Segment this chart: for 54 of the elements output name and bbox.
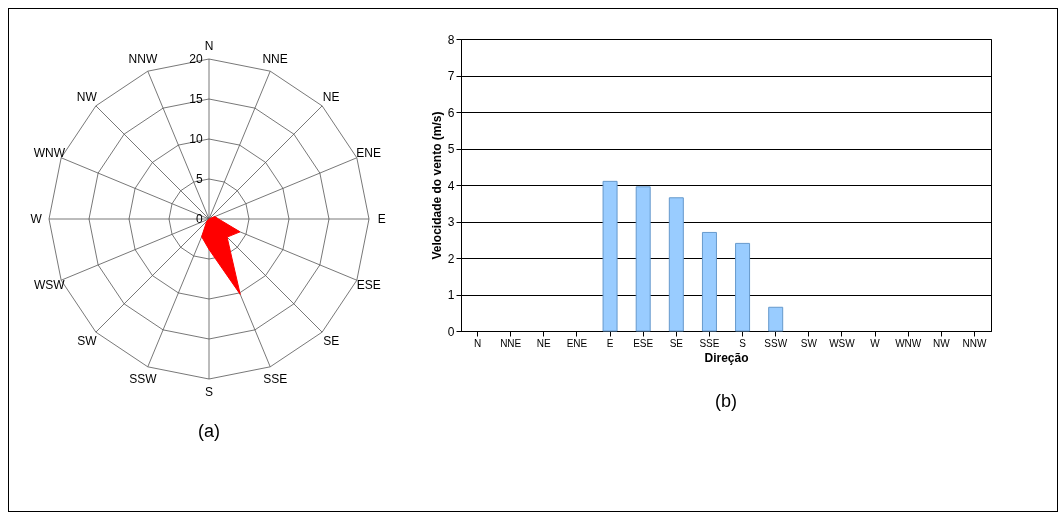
y-tick-label: 1 <box>447 288 455 302</box>
y-tick-label: 2 <box>447 251 455 266</box>
spoke-label: S <box>204 384 214 399</box>
x-tick-label: SE <box>669 337 684 349</box>
x-tick-label: NW <box>932 337 951 349</box>
x-tick-label: WNW <box>895 337 922 349</box>
x-tick-label: SW <box>800 337 818 349</box>
y-tick-label: 7 <box>447 69 455 83</box>
x-tick-label: ESE <box>633 337 654 349</box>
spoke-label: ESE <box>356 278 381 293</box>
y-axis-title: Velocidade do vento (m/s) <box>429 111 444 260</box>
y-tick-label: 3 <box>447 215 455 229</box>
y-tick-label: 0 <box>447 324 455 339</box>
bar <box>735 242 751 332</box>
bar <box>668 197 684 332</box>
x-tick-label: N <box>473 337 482 349</box>
text: (b) <box>715 391 737 411</box>
y-tick-label: 5 <box>447 142 455 156</box>
x-tick-label: E <box>606 337 614 349</box>
bar <box>768 306 784 332</box>
text: (a) <box>198 421 220 441</box>
x-tick-label: W <box>870 337 881 349</box>
y-tick-label: 8 <box>447 32 455 47</box>
spoke-label: E <box>377 212 386 226</box>
y-tick-label: 10 <box>189 132 203 146</box>
spoke-label: ENE <box>356 145 381 160</box>
spoke-label: N <box>204 39 214 54</box>
x-axis-title: Direção <box>704 350 749 365</box>
x-tick-label: SSE <box>699 337 720 349</box>
bar <box>602 180 618 332</box>
spoke-label: WSW <box>34 278 66 293</box>
y-tick-label: 0 <box>195 212 203 226</box>
x-tick-label: SSW <box>764 337 788 349</box>
x-tick-label: NNW <box>962 337 987 349</box>
y-tick-label: 15 <box>189 92 203 106</box>
bar <box>635 186 651 332</box>
y-tick-label: 20 <box>189 52 203 66</box>
spoke-label: NW <box>76 89 98 104</box>
y-tick-label: 5 <box>195 172 203 186</box>
x-tick-label: WSW <box>829 337 856 349</box>
y-tick-label: 4 <box>447 178 455 193</box>
spoke-label: NNE <box>262 52 288 67</box>
x-tick-label: ENE <box>566 337 588 349</box>
spoke-label: SSE <box>263 371 288 386</box>
spoke-label: NNW <box>128 52 158 67</box>
x-tick-label: NE <box>536 337 552 349</box>
y-tick-label: 6 <box>447 105 455 120</box>
spoke-label: WNW <box>33 145 66 160</box>
x-tick-label: NNE <box>500 337 522 349</box>
bar <box>701 231 717 332</box>
x-tick-label: S <box>739 337 747 349</box>
spoke-label: NE <box>322 89 340 104</box>
spoke-label: SSW <box>129 371 158 386</box>
spoke-label: W <box>30 212 43 226</box>
